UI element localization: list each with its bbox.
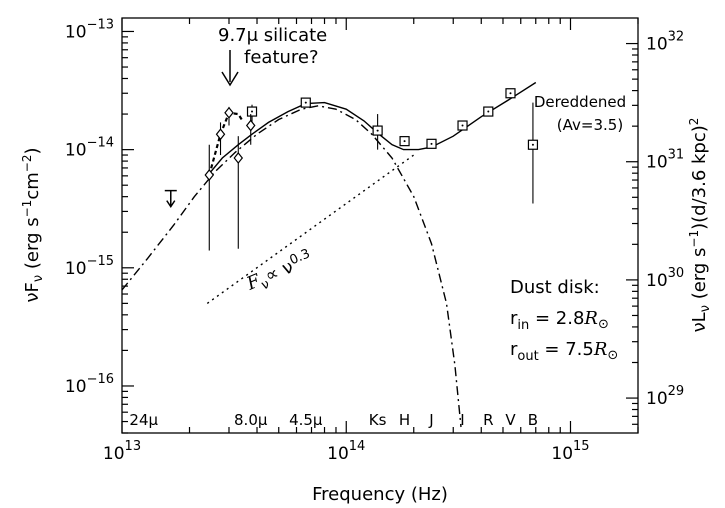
square-point-center (251, 110, 254, 113)
x-tick-label: 1013 (103, 439, 141, 464)
dashdot-model-curve (121, 105, 462, 428)
band-label: 24μ (129, 411, 158, 429)
silicate-arrow-head (221, 71, 239, 87)
band-label: I (460, 411, 464, 429)
band-label: H (399, 411, 410, 429)
frame-ticks (121, 18, 639, 434)
dotted-model-curve (206, 154, 415, 304)
band-label: J (428, 411, 433, 429)
silicate-annotation: 9.7μ silicate feature? (218, 25, 327, 87)
dust-disk-title: Dust disk: (510, 277, 600, 298)
x-axis-label: Frequency (Hz) (312, 484, 448, 505)
square-point-center (509, 92, 512, 95)
upper-limit-arrow (166, 200, 176, 208)
y-tick-label-right: 1030 (646, 266, 684, 291)
silicate-label-line1: 9.7μ silicate (218, 25, 327, 46)
x-tick-label: 1014 (327, 439, 365, 464)
y-tick-label-right: 1031 (646, 148, 684, 173)
square-point-center (487, 110, 490, 113)
r-out-label: rout = 7.5R⊙ (510, 339, 618, 364)
diamond-point (245, 119, 256, 132)
band-label: B (528, 411, 538, 429)
r-in-label: rin = 2.8R⊙ (510, 308, 609, 333)
square-point-center (403, 140, 406, 143)
diamond-point (224, 106, 234, 119)
square-point-center (376, 129, 379, 132)
solid-model-curve (206, 81, 537, 177)
dereddened-label-line1: Dereddened (534, 93, 626, 111)
y-tick-label-left: 10−13 (65, 17, 114, 42)
band-label: Ks (369, 411, 387, 429)
y-tick-label-right: 1029 (646, 384, 684, 409)
plot-frame (121, 17, 639, 434)
x-tick-label: 1015 (551, 439, 589, 464)
dereddened-label-line2: (Av=3.5) (557, 116, 623, 134)
square-point-center (430, 142, 433, 145)
band-label: 4.5μ (289, 411, 323, 429)
diamond-point (215, 128, 226, 141)
band-label: V (505, 411, 516, 429)
y-tick-label-right: 1032 (646, 30, 684, 55)
data-markers (164, 88, 539, 251)
silicate-label-line2: feature? (244, 47, 319, 68)
dashed-model-curve (208, 111, 244, 176)
band-labels: 24μ 8.0μ 4.5μ Ks H J I R V B (129, 411, 538, 429)
y-tick-label-left: 10−14 (65, 136, 114, 161)
square-point-center (531, 143, 534, 146)
diamond-point (204, 169, 215, 181)
band-label: 8.0μ (234, 411, 268, 429)
square-point-center (461, 124, 464, 127)
y-tick-label-left: 10−15 (65, 254, 114, 279)
square-point-center (304, 101, 307, 104)
band-label: R (483, 411, 493, 429)
y-tick-labels-left: 10−13 10−14 10−15 10−16 (65, 17, 114, 397)
y-tick-label-left: 10−16 (65, 372, 114, 397)
powerlaw-label: Fν∝ ν0.3 (242, 246, 317, 298)
y-axis-label-left: νFν (erg s−1cm−2) (20, 148, 46, 303)
dust-disk-annotation: Dust disk: rin = 2.8R⊙ rout = 7.5R⊙ (510, 277, 618, 364)
model-curves (121, 81, 537, 428)
y-axis-label-right: νLν (erg s−1)(d/3.6 kpc)2 (687, 118, 713, 333)
y-tick-labels-right: 1032 1031 1030 1029 (646, 30, 684, 410)
x-tick-labels: 1013 1014 1015 (103, 439, 590, 464)
diamond-point (233, 152, 244, 164)
